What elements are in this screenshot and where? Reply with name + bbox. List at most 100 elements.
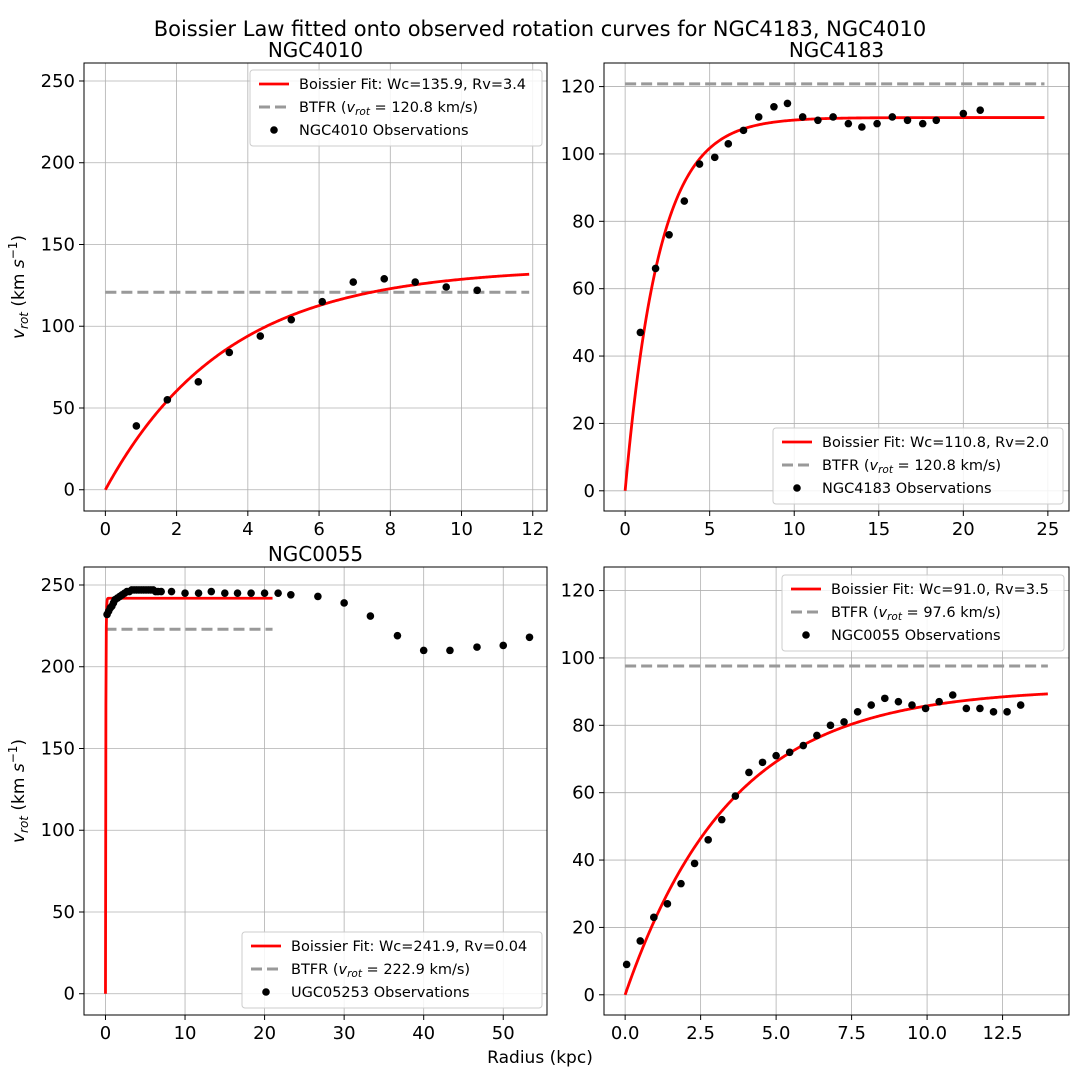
panel-4-observation-point (650, 913, 658, 922)
panel-1-xtick-label: 8 (385, 519, 396, 540)
panel-3-legend-fit-label: Boissier Fit: Wc=241.9, Rv=0.04 (291, 939, 527, 955)
panel-1-observation-point (287, 315, 296, 324)
panel-2-observation-point (858, 123, 866, 131)
panel-3-observation-point (393, 631, 402, 640)
panel-2-legend-observation-swatch (793, 484, 801, 492)
figure-title: Boissier Law fitted onto observed rotati… (153, 17, 927, 41)
panel-2-observation-point (770, 102, 778, 111)
panel-3-legend: Boissier Fit: Wc=241.9, Rv=0.04 BTFR (vro… (241, 931, 543, 1009)
panel-3-frame (83, 566, 548, 1016)
panel-4-xtick-label: 7.5 (837, 1023, 866, 1044)
panel-4-plot-area (622, 664, 1048, 996)
panel-4-observation-point (894, 697, 903, 706)
panel-1-legend-observation-swatch (270, 126, 278, 134)
panel-2-observation-point (903, 116, 912, 125)
panel-3-observation-point (260, 589, 269, 597)
panel-4-observation-point (758, 758, 767, 767)
panel-3-observation-point (167, 587, 176, 596)
panel-1-ylabel: vrot (km s−1) (6, 235, 31, 339)
figure-xlabel: Radius (kpc) (487, 1048, 593, 1068)
panel-2-legend: Boissier Fit: Wc=110.8, Rv=2.0 BTFR (vrot… (772, 427, 1064, 505)
panel-4-observation-point (935, 697, 943, 706)
panel-4-observation-point (731, 792, 740, 800)
panel-3-observation-point (194, 589, 203, 597)
panel-2-observation-point (680, 197, 689, 205)
panel-2-observation-point (783, 99, 792, 108)
panel-2-observation-point (873, 119, 881, 128)
panel-3-ytick-label: 100 (41, 820, 75, 841)
panel-2-observation-point (932, 116, 941, 125)
panel-3-legend-btfr-label: BTFR (vrot = 222.9 km/s) (291, 962, 470, 980)
panel-3-ytick-label: 250 (41, 575, 75, 596)
panel-4-observation-point (690, 859, 699, 868)
panel-3-legend-box (241, 931, 543, 1009)
panel-3-xtick-label: 0 (100, 1023, 111, 1044)
panel-2-observation-point (695, 160, 704, 168)
panel-4-legend-box (781, 574, 1065, 652)
panel-3-observation-point (473, 643, 481, 651)
panel-4: 0.0 2.5 5.0 7.5 10.0 12.5 0 20 40 60 80 100 120 Boiss… (561, 566, 1070, 1044)
panel-3-ytick-label: 200 (41, 657, 75, 678)
panel-1-observation-point (163, 396, 172, 404)
panel-4-xtick-label: 2.5 (686, 1023, 715, 1044)
panel-2-observation-point (665, 230, 673, 239)
panel-4-ytick-label: 60 (572, 783, 595, 804)
panel-2-observation-point (739, 126, 748, 135)
panel-2-observation-point (814, 116, 822, 125)
panel-2-legend-btfr-label: BTFR (vrot = 120.8 km/s) (822, 458, 1001, 476)
panel-3-observation-point (221, 589, 229, 597)
panel-1-xtick-label: 6 (313, 519, 324, 540)
panel-3-legend-observation-swatch (262, 988, 270, 996)
panel-2-observation-point (798, 113, 807, 121)
panel-3-observation-point (340, 599, 348, 607)
panel-1-observation-point (442, 283, 451, 291)
panel-2-ytick-label: 100 (561, 144, 595, 165)
panel-3-xtick-label: 20 (253, 1023, 276, 1044)
panel-1-fit-curve (104, 272, 530, 491)
panel-2-observation-point (754, 113, 763, 121)
panel-1-observation-point (132, 422, 141, 430)
panel-2-observation-point (636, 328, 645, 337)
panel-4-observation-point (908, 701, 916, 709)
panel-4-observation-point (976, 704, 984, 713)
panel-4-xtick-label: 0.0 (611, 1023, 640, 1044)
panel-2-xtick-label: 25 (1036, 519, 1059, 540)
panel-3-ytick-label: 150 (41, 738, 75, 759)
panel-4-ytick-label: 100 (561, 648, 595, 669)
panel-2-observation-point (959, 109, 968, 118)
panel-3-observation-point (274, 589, 282, 597)
panel-1-ytick-label: 150 (41, 234, 75, 255)
panel-1: 0 2 4 6 8 10 12 0 50 100 150 200 250 NGC4010 vrot (km … (6, 38, 548, 540)
panel-4-observation-point (813, 731, 821, 740)
panel-1-observation-point (194, 378, 203, 386)
panel-4-ytick-label: 80 (572, 715, 595, 736)
panel-3-observation-point (525, 633, 534, 642)
panel-3-ylabel: vrot (km s−1) (6, 739, 31, 843)
panel-1-plot-area (104, 272, 530, 491)
panel-2-ytick-label: 60 (572, 279, 595, 300)
panel-4-ytick-label: 20 (572, 917, 595, 938)
panel-4-frame (603, 566, 1070, 1016)
panel-1-observation-point (380, 275, 389, 283)
panel-3-observation-point (181, 589, 189, 597)
panel-3-xtick-label: 40 (412, 1023, 435, 1044)
panel-3-observation-point (499, 641, 508, 650)
panel-4-observation-point (962, 704, 971, 713)
panel-3-observation-point (287, 590, 295, 599)
panel-2-observation-point (710, 153, 719, 162)
panel-2-title: NGC4183 (789, 38, 884, 62)
panel-1-legend-btfr-label: BTFR (vrot = 120.8 km/s) (299, 100, 478, 118)
panel-4-observation-point (840, 718, 848, 726)
panel-4-observation-point (636, 937, 645, 945)
panel-4-observation-point (772, 751, 780, 760)
panel-4-xtick-label: 12.5 (983, 1023, 1023, 1044)
panel-4-observation-point (826, 721, 835, 730)
panel-3-ytick-label: 50 (52, 902, 75, 923)
panel-4-fit-curve (623, 692, 1048, 996)
panel-4-observation-point (881, 694, 889, 703)
panel-3-observation-point (207, 587, 216, 596)
panel-4-observation-point (1003, 708, 1011, 716)
panel-4-observation-point (948, 691, 957, 699)
panel-3-xtick-label: 50 (492, 1023, 515, 1044)
